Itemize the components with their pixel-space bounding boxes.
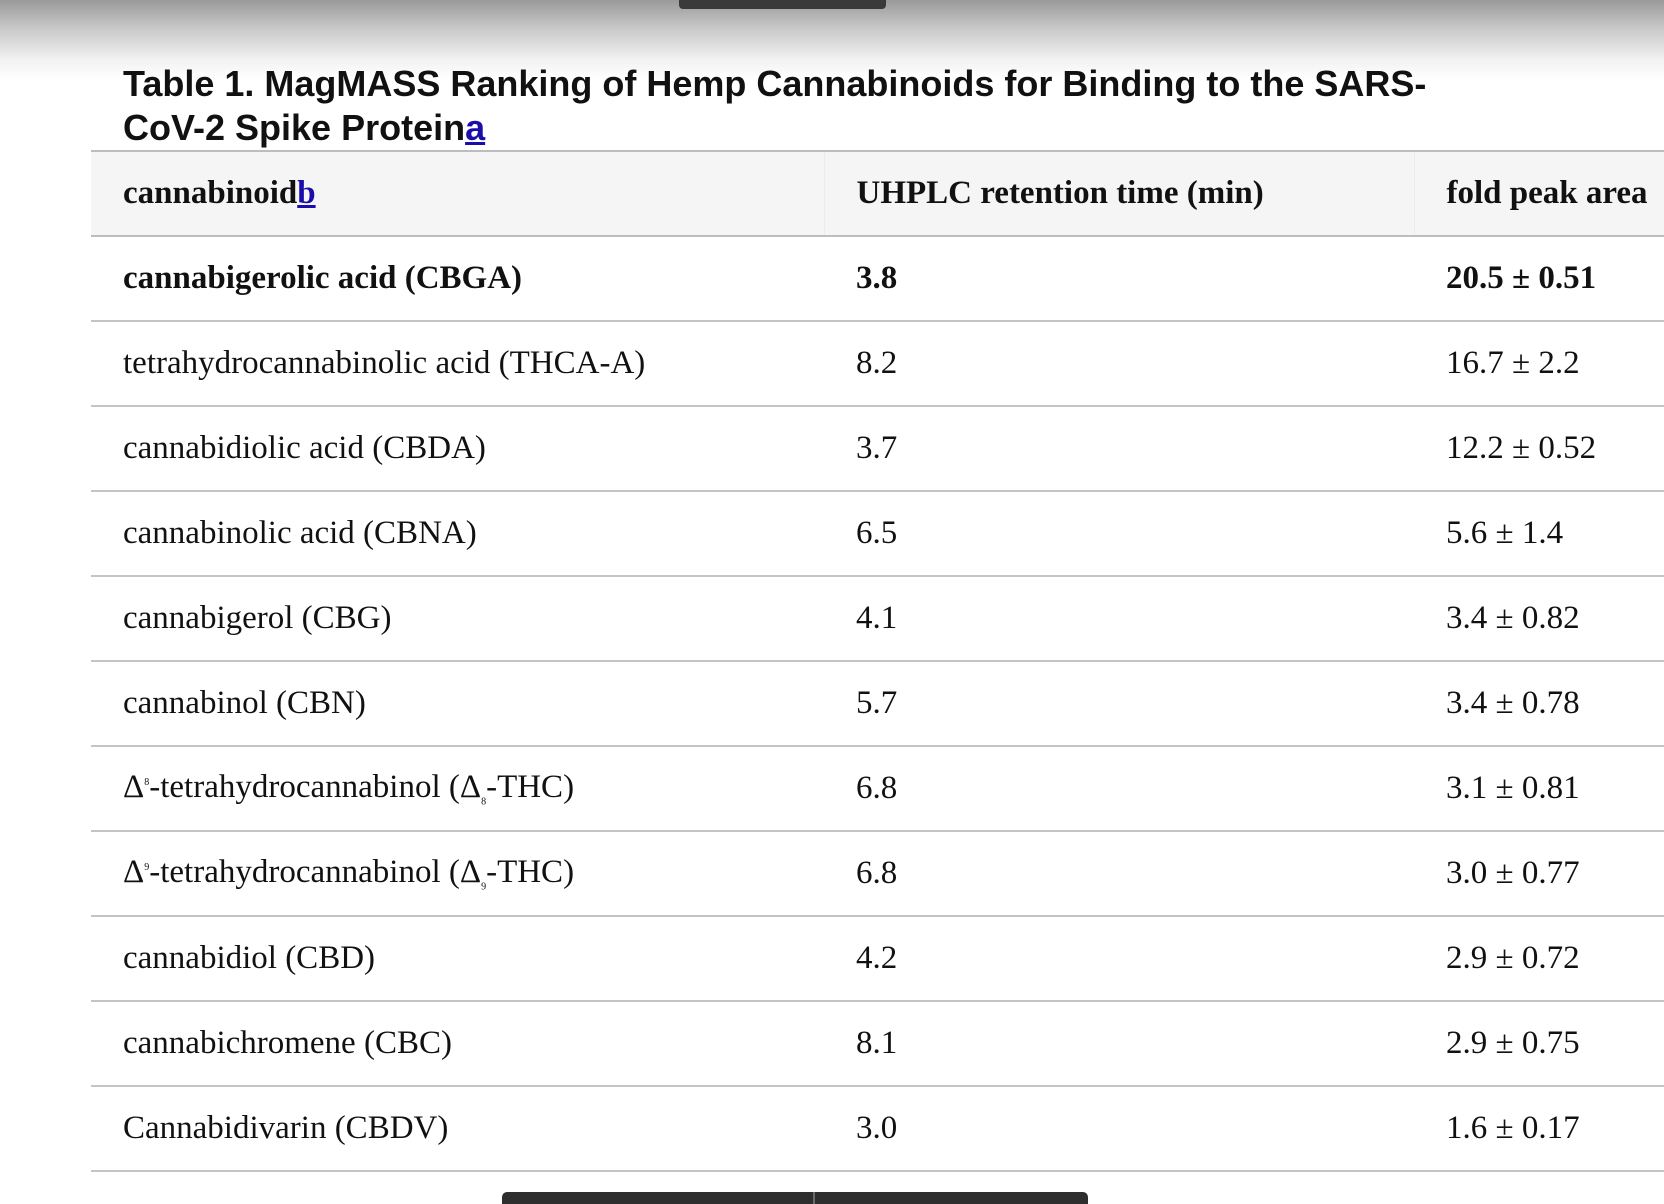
- cell-cannabinoid: cannabigerol (CBG): [91, 576, 824, 662]
- header-retention-time: UHPLC retention time (min): [823, 151, 1414, 236]
- cell-fold-peak-area: 2.9 ± 0.72: [1414, 916, 1664, 1002]
- cell-fold-peak-area: 3.1 ± 0.81: [1414, 746, 1664, 832]
- table-row: cannabidiol (CBD) 4.2 2.9 ± 0.72: [91, 916, 1664, 1002]
- table-row: tetrahydrocannabinolic acid (THCA-A) 8.2…: [91, 321, 1664, 407]
- bottom-toolbar-handle[interactable]: [502, 1192, 1088, 1204]
- cell-fold-peak-area: 1.6 ± 0.17: [1414, 1086, 1664, 1172]
- cell-retention-time: 3.8: [824, 236, 1414, 322]
- table-header: cannabinoidb UHPLC retention time (min) …: [91, 151, 1664, 236]
- cell-fold-peak-area: 3.4 ± 0.78: [1414, 661, 1664, 747]
- cell-retention-time: 6.8: [824, 831, 1414, 917]
- table-row: Cannabidivarin (CBDV) 3.0 1.6 ± 0.17: [91, 1086, 1664, 1172]
- delta-symbol: Δ: [123, 854, 145, 891]
- cell-fold-peak-area: 5.6 ± 1.4: [1414, 491, 1664, 577]
- cell-fold-peak-area: 3.0 ± 0.77: [1414, 831, 1664, 917]
- header-cannabinoid-label: cannabinoid: [123, 175, 298, 211]
- cell-retention-time: 8.1: [824, 1001, 1414, 1087]
- cell-fold-peak-area: 3.4 ± 0.82: [1414, 576, 1664, 662]
- cell-retention-time: 3.7: [824, 406, 1414, 492]
- table-row: cannabigerolic acid (CBGA) 3.8 20.5 ± 0.…: [91, 236, 1664, 322]
- cell-retention-time: 8.2: [824, 321, 1414, 407]
- cell-cannabinoid: Cannabidivarin (CBDV): [91, 1086, 824, 1172]
- cell-fold-peak-area: 12.2 ± 0.52: [1414, 406, 1664, 492]
- header-cannabinoid: cannabinoidb: [91, 151, 824, 236]
- table-container[interactable]: cannabinoidb UHPLC retention time (min) …: [91, 150, 1664, 1172]
- cannabinoid-name-end: -THC): [486, 769, 575, 806]
- cell-cannabinoid: tetrahydrocannabinolic acid (THCA-A): [91, 321, 824, 407]
- cannabinoid-name-end: -THC): [486, 854, 575, 891]
- superscript-8: 8: [144, 777, 150, 789]
- table-row: Δ8-tetrahydrocannabinol (Δ8-THC) 6.8 3.1…: [91, 746, 1664, 832]
- cell-retention-time: 4.1: [824, 576, 1414, 662]
- table-row: cannabidiolic acid (CBDA) 3.7 12.2 ± 0.5…: [91, 406, 1664, 492]
- cell-cannabinoid: cannabinolic acid (CBNA): [91, 491, 824, 577]
- cell-cannabinoid: cannabidiolic acid (CBDA): [91, 406, 824, 492]
- cell-retention-time: 4.2: [824, 916, 1414, 1002]
- header-fold-peak-area: fold peak area: [1413, 151, 1664, 236]
- cell-cannabinoid: cannabigerolic acid (CBGA): [91, 236, 824, 322]
- cell-retention-time: 6.8: [824, 746, 1414, 832]
- cell-retention-time: 3.0: [824, 1086, 1414, 1172]
- delta-symbol: Δ: [123, 769, 145, 806]
- subscript-8: 8: [481, 796, 487, 808]
- cell-cannabinoid: cannabidiol (CBD): [91, 916, 824, 1002]
- cannabinoid-name-text: -tetrahydrocannabinol (Δ: [149, 769, 482, 806]
- top-drag-handle[interactable]: [679, 0, 886, 9]
- cell-cannabinoid: cannabinol (CBN): [91, 661, 824, 747]
- table-row: cannabinol (CBN) 5.7 3.4 ± 0.78: [91, 661, 1664, 747]
- table-row: cannabichromene (CBC) 8.1 2.9 ± 0.75: [91, 1001, 1664, 1087]
- table-row: cannabinolic acid (CBNA) 6.5 5.6 ± 1.4: [91, 491, 1664, 577]
- table-title-text: Table 1. MagMASS Ranking of Hemp Cannabi…: [123, 63, 1427, 148]
- cell-fold-peak-area: 20.5 ± 0.51: [1414, 236, 1664, 322]
- header-footnote-link[interactable]: b: [297, 175, 316, 211]
- table-row: cannabigerol (CBG) 4.1 3.4 ± 0.82: [91, 576, 1664, 662]
- cell-cannabinoid: cannabichromene (CBC): [91, 1001, 824, 1087]
- top-shadow: [0, 0, 1664, 80]
- cell-fold-peak-area: 16.7 ± 2.2: [1414, 321, 1664, 407]
- cell-cannabinoid: Δ8-tetrahydrocannabinol (Δ8-THC): [91, 746, 824, 832]
- superscript-9: 9: [144, 862, 150, 874]
- table-body: cannabigerolic acid (CBGA) 3.8 20.5 ± 0.…: [91, 236, 1664, 1172]
- cell-retention-time: 6.5: [824, 491, 1414, 577]
- cannabinoid-ranking-table: cannabinoidb UHPLC retention time (min) …: [91, 150, 1664, 1172]
- title-footnote-link[interactable]: a: [465, 107, 486, 148]
- cell-fold-peak-area: 2.9 ± 0.75: [1414, 1001, 1664, 1087]
- cannabinoid-name-text: -tetrahydrocannabinol (Δ: [149, 854, 482, 891]
- toolbar-divider: [813, 1192, 815, 1204]
- cell-cannabinoid: Δ9-tetrahydrocannabinol (Δ9-THC): [91, 831, 824, 917]
- cell-retention-time: 5.7: [824, 661, 1414, 747]
- table-title: Table 1. MagMASS Ranking of Hemp Cannabi…: [123, 62, 1453, 150]
- table-row: Δ9-tetrahydrocannabinol (Δ9-THC) 6.8 3.0…: [91, 831, 1664, 917]
- subscript-9: 9: [481, 881, 487, 893]
- table-header-row: cannabinoidb UHPLC retention time (min) …: [91, 151, 1664, 236]
